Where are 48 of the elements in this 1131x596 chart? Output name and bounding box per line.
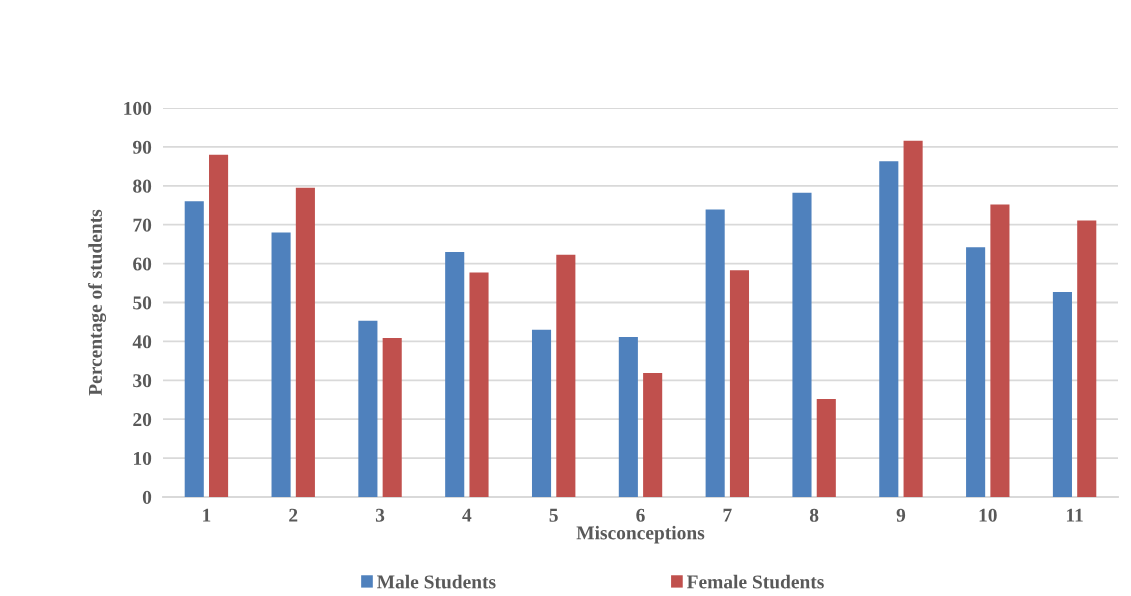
y-tick-label: 40 bbox=[132, 335, 152, 349]
x-axis-title: Misconceptions bbox=[576, 525, 705, 544]
bar bbox=[990, 204, 1010, 497]
x-tick-label: 8 bbox=[809, 508, 819, 522]
bar bbox=[382, 337, 402, 497]
bar bbox=[469, 272, 489, 497]
y-tick-label: 0 bbox=[142, 490, 152, 504]
x-tick-label: 9 bbox=[896, 508, 906, 522]
x-tick-label: 6 bbox=[636, 508, 645, 522]
bar bbox=[643, 372, 663, 497]
y-tick-label: 60 bbox=[133, 257, 152, 271]
x-tick-label: 4 bbox=[462, 508, 472, 522]
x-tick-label: 3 bbox=[375, 508, 385, 522]
bar bbox=[358, 320, 378, 497]
bar bbox=[705, 209, 725, 497]
bar bbox=[295, 187, 315, 497]
y-tick-label: 20 bbox=[133, 413, 152, 427]
y-tick-label: 90 bbox=[132, 140, 152, 154]
legend-label: Male Students bbox=[377, 574, 496, 589]
y-tick-label: 10 bbox=[134, 451, 152, 466]
legend-label: Female Students bbox=[686, 574, 824, 589]
bar bbox=[903, 140, 923, 497]
bar bbox=[556, 254, 576, 497]
y-tick-label: 70 bbox=[133, 218, 152, 232]
y-tick-label: 30 bbox=[133, 374, 152, 388]
bar bbox=[879, 161, 899, 497]
x-tick-label: 7 bbox=[723, 508, 732, 522]
x-tick-label: 2 bbox=[289, 508, 298, 522]
x-tick-label: 10 bbox=[979, 508, 997, 522]
bar bbox=[209, 154, 229, 497]
bar bbox=[445, 251, 465, 497]
bar bbox=[531, 329, 552, 497]
bar bbox=[816, 398, 836, 497]
bar bbox=[618, 337, 638, 497]
y-tick-label: 80 bbox=[133, 179, 152, 193]
bar bbox=[792, 192, 812, 497]
x-tick-label: 1 bbox=[203, 508, 211, 522]
bar bbox=[271, 232, 291, 497]
y-tick-label: 50 bbox=[133, 296, 152, 310]
x-tick-label: 11 bbox=[1066, 508, 1083, 522]
bar bbox=[1077, 220, 1097, 497]
y-tick-label: 100 bbox=[124, 101, 152, 115]
x-tick-label: 5 bbox=[549, 508, 558, 522]
bar bbox=[184, 201, 204, 497]
bar bbox=[1052, 292, 1072, 497]
bar bbox=[729, 270, 750, 497]
y-axis-title: Percentage of students bbox=[88, 209, 107, 396]
bar bbox=[966, 247, 986, 497]
